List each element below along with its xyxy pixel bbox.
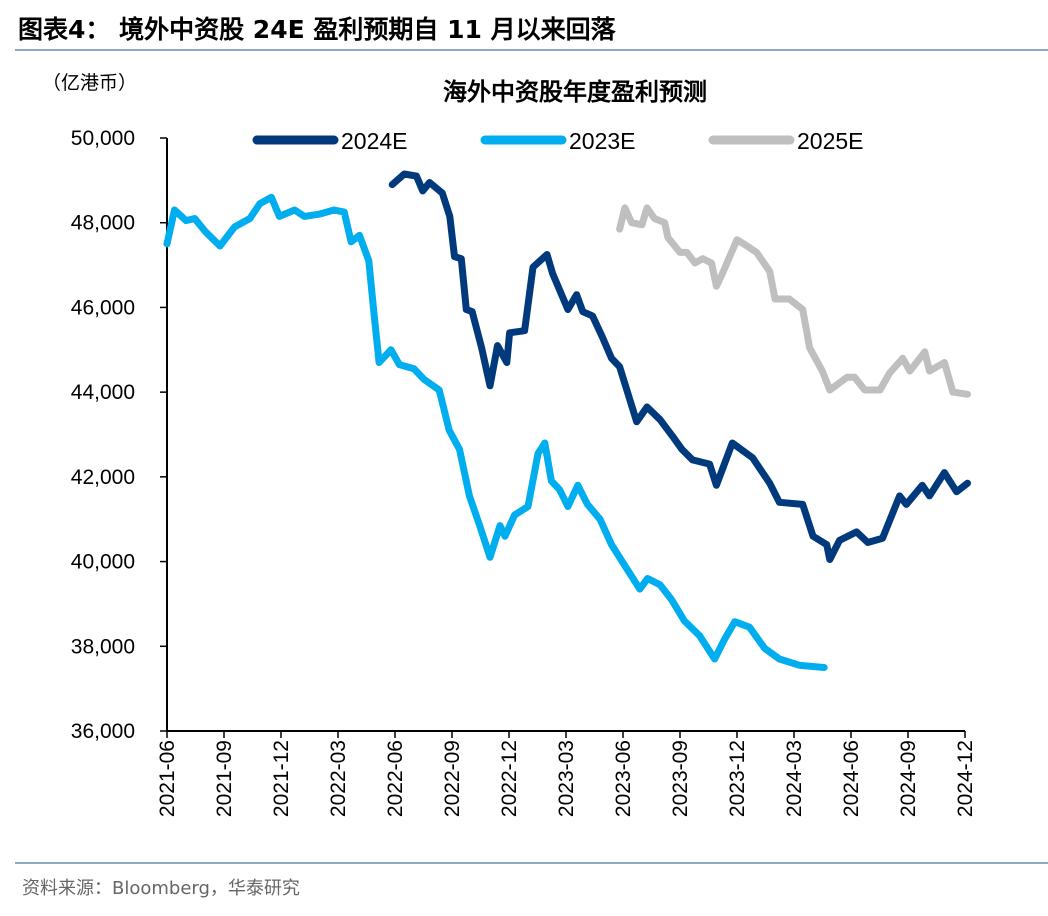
x-tick-label: 2022-12 <box>498 740 521 817</box>
x-tick-label: 2023-12 <box>726 740 749 817</box>
y-axis: 50,000 48,000 46,000 44,000 42,000 40,000 38,0… <box>71 127 168 743</box>
figure-title: 图表4： 境外中资股 24E 盈利预期自 11 月以来回落 <box>18 15 617 44</box>
x-axis: 2021-06 2021-09 2021-12 2022-03 2022-06 2022-… <box>156 730 977 817</box>
x-tick-label: 2022-09 <box>441 740 464 817</box>
legend-label: 2023E <box>569 128 636 154</box>
y-tick-label: 46,000 <box>71 296 135 319</box>
plot-area <box>163 170 971 671</box>
x-tick-label: 2022-06 <box>384 740 407 817</box>
legend: 2024E 2023E 2025E <box>252 128 864 154</box>
x-tick-label: 2021-09 <box>213 740 236 817</box>
y-tick-label: 36,000 <box>71 720 135 743</box>
chart-title: 海外中资股年度盈利预测 <box>443 78 707 106</box>
x-tick-label: 2023-03 <box>555 740 578 817</box>
x-tick-label: 2021-06 <box>156 740 179 817</box>
series-line-2025E <box>616 204 971 398</box>
x-tick-label: 2023-09 <box>669 740 692 817</box>
x-tick-label: 2024-06 <box>840 740 863 817</box>
x-tick-label: 2022-03 <box>327 740 350 817</box>
y-tick-label: 44,000 <box>71 381 135 404</box>
y-tick-label: 50,000 <box>71 127 135 150</box>
y-tick-label: 40,000 <box>71 551 135 574</box>
x-tick-label: 2024-03 <box>783 740 806 817</box>
legend-label: 2024E <box>341 128 408 154</box>
y-tick-label: 38,000 <box>71 635 135 658</box>
unit-label: （亿港币） <box>42 72 137 94</box>
source-note: 资料来源：Bloomberg，华泰研究 <box>22 878 300 899</box>
series-line-2024E <box>388 170 971 563</box>
legend-item-2024E: 2024E <box>252 128 408 154</box>
x-tick-label: 2024-09 <box>897 740 920 817</box>
x-tick-label: 2023-06 <box>612 740 635 817</box>
series-line-2023E <box>163 193 828 671</box>
x-tick-label: 2024-12 <box>954 740 977 817</box>
y-tick-label: 42,000 <box>71 466 135 489</box>
legend-item-2025E: 2025E <box>708 128 864 154</box>
x-tick-label: 2021-12 <box>270 740 293 817</box>
y-tick-label: 48,000 <box>71 212 135 235</box>
legend-item-2023E: 2023E <box>480 128 636 154</box>
legend-label: 2025E <box>797 128 864 154</box>
